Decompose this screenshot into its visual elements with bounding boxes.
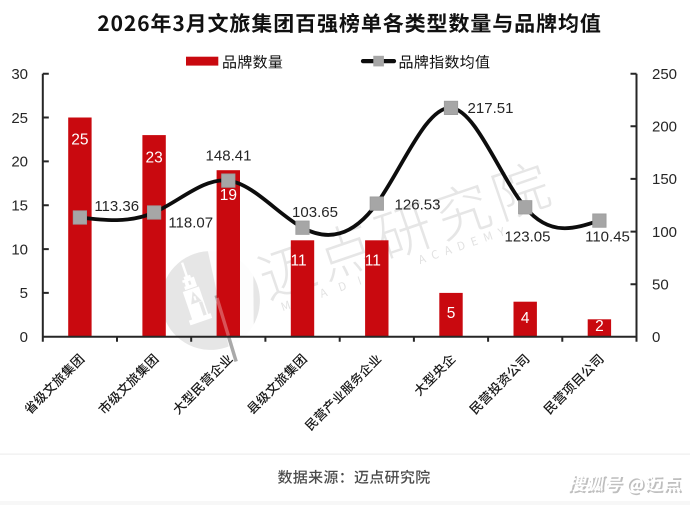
- svg-text:19: 19: [220, 187, 237, 204]
- svg-text:110.45: 110.45: [585, 228, 630, 245]
- svg-text:123.05: 123.05: [505, 228, 551, 245]
- svg-text:0: 0: [20, 329, 28, 346]
- svg-text:150: 150: [652, 171, 677, 188]
- svg-text:23: 23: [145, 150, 162, 167]
- svg-text:25: 25: [11, 110, 28, 127]
- svg-text:11: 11: [365, 253, 381, 270]
- svg-text:5: 5: [20, 285, 28, 302]
- svg-text:25: 25: [71, 131, 88, 148]
- svg-text:217.51: 217.51: [468, 100, 514, 117]
- svg-text:113.36: 113.36: [94, 198, 139, 215]
- svg-text:148.41: 148.41: [206, 147, 252, 164]
- svg-text:11: 11: [291, 253, 307, 270]
- svg-text:30: 30: [11, 66, 28, 83]
- svg-text:20: 20: [11, 154, 28, 171]
- svg-text:50: 50: [652, 277, 669, 294]
- svg-text:15: 15: [11, 198, 28, 215]
- svg-text:126.53: 126.53: [395, 196, 441, 213]
- svg-text:4: 4: [521, 310, 530, 327]
- svg-text:0: 0: [652, 329, 660, 346]
- svg-text:250: 250: [652, 66, 677, 83]
- svg-text:118.07: 118.07: [168, 214, 213, 231]
- svg-text:10: 10: [11, 241, 28, 258]
- svg-text:100: 100: [652, 224, 677, 241]
- svg-text:103.65: 103.65: [292, 204, 338, 221]
- svg-text:200: 200: [652, 119, 677, 136]
- svg-text:2: 2: [595, 318, 604, 335]
- svg-text:5: 5: [447, 305, 456, 322]
